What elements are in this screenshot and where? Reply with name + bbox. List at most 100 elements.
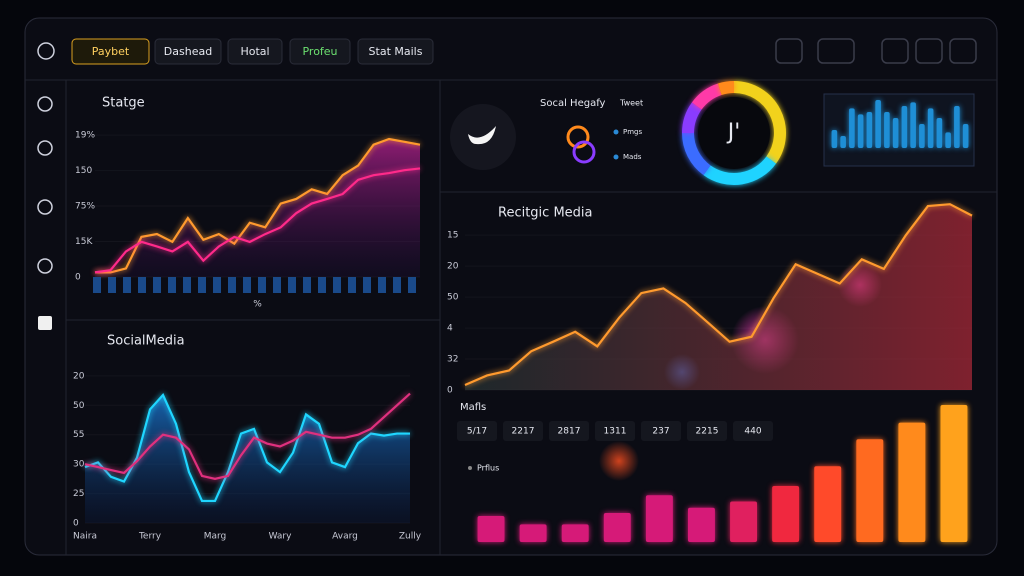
y-tick-label: 150 bbox=[75, 166, 92, 176]
metric-value: 2817 bbox=[558, 427, 581, 437]
strip-bar bbox=[153, 277, 161, 293]
line bbox=[84, 392, 411, 480]
legend-dot bbox=[613, 154, 619, 160]
strip-bar bbox=[168, 277, 176, 293]
tab[interactable] bbox=[227, 38, 283, 65]
donut-segment bbox=[717, 81, 735, 96]
bar bbox=[772, 485, 800, 542]
x-tick-label: Marg bbox=[204, 532, 227, 542]
metric-value: 2217 bbox=[512, 427, 535, 437]
bar bbox=[814, 466, 842, 542]
y-tick-label: 15K bbox=[75, 237, 93, 247]
line bbox=[95, 137, 421, 274]
tab-label[interactable]: Stat Mails bbox=[369, 45, 423, 58]
strip-bar bbox=[258, 277, 266, 293]
y-tick-label: 32 bbox=[447, 355, 458, 365]
bar bbox=[898, 422, 926, 542]
strip-bar bbox=[93, 277, 101, 293]
donut-label: J' bbox=[726, 120, 741, 145]
bar bbox=[856, 439, 884, 542]
metric-cell bbox=[733, 421, 773, 441]
donut-segment bbox=[733, 81, 786, 164]
bar bbox=[936, 118, 943, 148]
y-tick-label: 50 bbox=[73, 401, 85, 411]
line bbox=[84, 393, 410, 503]
x-axis-label: % bbox=[253, 300, 262, 310]
y-tick-label: 0 bbox=[447, 386, 453, 396]
y-tick-label: 19% bbox=[75, 131, 95, 141]
bar bbox=[927, 108, 934, 148]
line bbox=[94, 167, 421, 274]
tab[interactable] bbox=[154, 38, 222, 65]
area bbox=[95, 138, 420, 277]
y-tick-label: 75% bbox=[75, 202, 95, 212]
chart-title: Statge bbox=[102, 96, 145, 111]
section-title: Mafls bbox=[460, 402, 486, 413]
strip-bar bbox=[198, 277, 206, 293]
bar bbox=[945, 132, 951, 148]
icon-button[interactable] bbox=[817, 38, 855, 64]
nav-icon[interactable] bbox=[37, 199, 53, 215]
bar bbox=[940, 405, 968, 542]
chart-title: Recitgic Media bbox=[498, 206, 593, 221]
metric-value: 2215 bbox=[696, 427, 719, 437]
x-tick-label: Zully bbox=[399, 532, 422, 542]
strip-bar bbox=[393, 277, 401, 293]
x-tick-label: Wary bbox=[269, 532, 293, 542]
icon-button[interactable] bbox=[881, 38, 909, 64]
bar bbox=[901, 106, 908, 148]
tab-label[interactable]: Paybet bbox=[92, 45, 130, 58]
metric-value: 440 bbox=[744, 427, 761, 437]
strip-bar bbox=[363, 277, 371, 293]
ring-icon bbox=[566, 125, 590, 149]
strip-bar bbox=[243, 277, 251, 293]
y-tick-label: 25 bbox=[73, 489, 84, 499]
bar bbox=[831, 130, 838, 148]
tab-label[interactable]: Hotal bbox=[240, 45, 269, 58]
strip-bar bbox=[228, 277, 236, 293]
icon-button[interactable] bbox=[775, 38, 803, 64]
strip-bar bbox=[183, 277, 191, 293]
metric-cell bbox=[595, 421, 635, 441]
y-tick-label: 0 bbox=[73, 519, 79, 529]
strip-bar bbox=[333, 277, 341, 293]
bar bbox=[857, 114, 864, 148]
glow bbox=[599, 441, 639, 481]
x-tick-label: Terry bbox=[138, 532, 162, 542]
legend-label: Mads bbox=[623, 153, 642, 161]
bar bbox=[849, 108, 855, 148]
bar bbox=[884, 112, 890, 148]
bar bbox=[603, 512, 631, 542]
bar bbox=[875, 100, 881, 148]
metric-cell bbox=[503, 421, 543, 441]
icon-button[interactable] bbox=[949, 38, 977, 64]
tab-label[interactable]: Dashead bbox=[164, 45, 212, 58]
metric-value: 1311 bbox=[604, 427, 627, 437]
nav-icon[interactable] bbox=[37, 140, 53, 156]
strip-bar bbox=[303, 277, 311, 293]
bar bbox=[561, 524, 589, 542]
y-tick-label: 20 bbox=[447, 262, 459, 272]
nav-icon[interactable] bbox=[38, 316, 52, 330]
bar bbox=[919, 124, 925, 148]
ring-icon bbox=[572, 140, 596, 164]
strip-bar bbox=[318, 277, 326, 293]
tab[interactable] bbox=[71, 38, 150, 65]
bar bbox=[645, 495, 673, 542]
strip-bar bbox=[378, 277, 386, 293]
strip-bar bbox=[138, 277, 146, 293]
social-title: Socal Hegafy bbox=[540, 98, 606, 109]
tab-label[interactable]: Profeu bbox=[302, 45, 337, 58]
chart-title: SocialMedia bbox=[107, 334, 185, 349]
user-icon[interactable] bbox=[37, 42, 55, 60]
nav-icon[interactable] bbox=[37, 258, 53, 274]
tab[interactable] bbox=[357, 38, 434, 65]
legend-label: Prflus bbox=[477, 464, 499, 473]
y-tick-label: 15 bbox=[447, 231, 458, 241]
nav-icon[interactable] bbox=[37, 96, 53, 112]
line bbox=[464, 203, 973, 387]
tab[interactable] bbox=[289, 38, 351, 65]
icon-button[interactable] bbox=[915, 38, 943, 64]
metric-value: 5/17 bbox=[467, 427, 487, 437]
